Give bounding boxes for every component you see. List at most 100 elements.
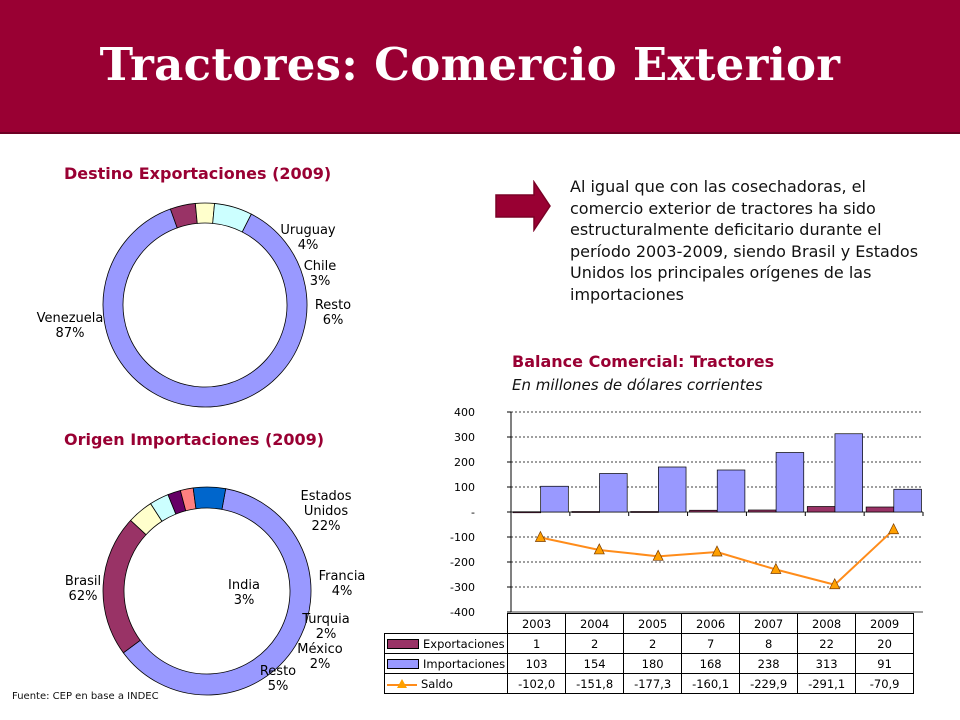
import-bar (599, 473, 628, 513)
series-name: Exportaciones (423, 636, 505, 651)
slice-percent-label: 4% (332, 584, 353, 599)
slice-name-label: Chile (304, 259, 337, 274)
data-table: 2003 2004 2005 2006 2007 2008 2009 Expor… (383, 613, 915, 694)
slice-percent-label: 2% (310, 657, 331, 672)
table-row: Exportaciones 1 2 2 7 8 22 20 (383, 633, 915, 654)
import-bar (893, 488, 922, 513)
slice-name-label: México (297, 642, 342, 657)
import-bar (716, 469, 746, 513)
table-cell: 180 (623, 653, 683, 674)
page-title: Tractores: Comercio Exterior (99, 38, 841, 91)
table-row-header: Exportaciones (383, 633, 509, 654)
table-cell: 91 (855, 653, 915, 674)
saldo-marker (652, 549, 664, 561)
table-row-header: Importaciones (383, 653, 509, 674)
export-bar (689, 509, 718, 513)
table-cell: -102,0 (507, 673, 567, 694)
slice-name-label: Turquia (301, 612, 349, 627)
table-col-header: 2008 (797, 613, 857, 634)
donut-slice (212, 203, 252, 233)
slice-name-label: Resto (260, 664, 296, 679)
arrow-icon (495, 180, 551, 232)
donut-slice (192, 486, 227, 510)
slice-percent-label: 4% (298, 238, 319, 253)
table-cell: 238 (739, 653, 799, 674)
slice-percent-label: 5% (268, 679, 289, 694)
export-chart-title: Destino Exportaciones (2009) (64, 164, 332, 183)
export-legend-key (387, 639, 419, 649)
y-tick-label: -200 (450, 556, 475, 569)
slice-percent-label: 62% (69, 589, 98, 604)
balance-chart-subtitle: En millones de dólares corrientes (512, 376, 763, 394)
table-row-header: Saldo (383, 673, 509, 694)
table-col-header: 2009 (855, 613, 915, 634)
table-cell: 20 (855, 633, 915, 654)
table-cell: -151,8 (565, 673, 625, 694)
y-tick-label: 400 (454, 406, 475, 419)
table-cell: 8 (739, 633, 799, 654)
table-cell: 1 (507, 633, 567, 654)
export-bar (630, 511, 659, 513)
y-tick-label: -300 (450, 581, 475, 594)
export-bar (512, 511, 542, 514)
slice-name-label: Resto (315, 298, 351, 313)
table-cell: -229,9 (739, 673, 799, 694)
export-bar (571, 511, 600, 513)
y-tick-label: 200 (454, 456, 475, 469)
table-row: Importaciones 103 154 180 168 238 313 91 (383, 653, 915, 674)
saldo-marker (829, 577, 841, 590)
import-bar (540, 485, 569, 513)
slice-percent-label: 87% (56, 326, 85, 341)
table-cell: -160,1 (681, 673, 741, 694)
slice-name-label: India (228, 578, 260, 593)
slice-percent-label: 3% (310, 274, 331, 289)
import-chart-title: Origen Importaciones (2009) (64, 430, 325, 449)
slice-name-label: Francia (319, 569, 366, 584)
series-name: Saldo (421, 676, 453, 691)
saldo-marker (534, 530, 546, 542)
import-legend-key (387, 659, 419, 669)
saldo-line (540, 528, 895, 586)
title-banner: Tractores: Comercio Exterior (0, 0, 960, 134)
table-cell: 103 (507, 653, 567, 674)
slice-name-label: Unidos (304, 504, 349, 519)
source-note: Fuente: CEP en base a INDEC (12, 691, 159, 702)
table-cell: 7 (681, 633, 741, 654)
table-cell: 2 (565, 633, 625, 654)
export-bar (806, 506, 836, 513)
table-cell: 2 (623, 633, 683, 654)
table-cell: -291,1 (797, 673, 857, 694)
slice-percent-label: 3% (234, 593, 255, 608)
donut-slice (122, 488, 312, 696)
commentary-text: Al igual que con las cosechadoras, el co… (570, 177, 919, 304)
import-bar (834, 433, 863, 513)
table-cell: -70,9 (855, 673, 915, 694)
donut-slice (102, 208, 308, 408)
saldo-marker (770, 562, 782, 574)
table-col-header: 2007 (739, 613, 799, 634)
table-cell: 22 (797, 633, 857, 654)
table-corner (384, 613, 509, 634)
table-col-header: 2003 (507, 613, 567, 634)
y-tick-label: -100 (450, 531, 475, 544)
slice-percent-label: 22% (312, 519, 341, 534)
table-header-row: 2003 2004 2005 2006 2007 2008 2009 (384, 613, 915, 634)
table-col-header: 2004 (565, 613, 625, 634)
table-row: Saldo -102,0 -151,8 -177,3 -160,1 -229,9… (383, 673, 915, 694)
table-cell: 168 (681, 653, 741, 674)
export-bar (865, 506, 895, 513)
import-bar (658, 466, 687, 513)
table-col-header: 2006 (681, 613, 741, 634)
slice-name-label: Estados (300, 489, 351, 504)
y-tick-label: 300 (454, 431, 475, 444)
table-cell: 154 (565, 653, 625, 674)
slice-name-label: Venezuela (37, 311, 104, 326)
table-col-header: 2005 (623, 613, 683, 634)
import-bar (775, 452, 805, 513)
balance-chart-title: Balance Comercial: Tractores (512, 352, 775, 371)
slice-name-label: Uruguay (280, 223, 336, 238)
export-bar (748, 509, 777, 513)
table-cell: 313 (797, 653, 857, 674)
